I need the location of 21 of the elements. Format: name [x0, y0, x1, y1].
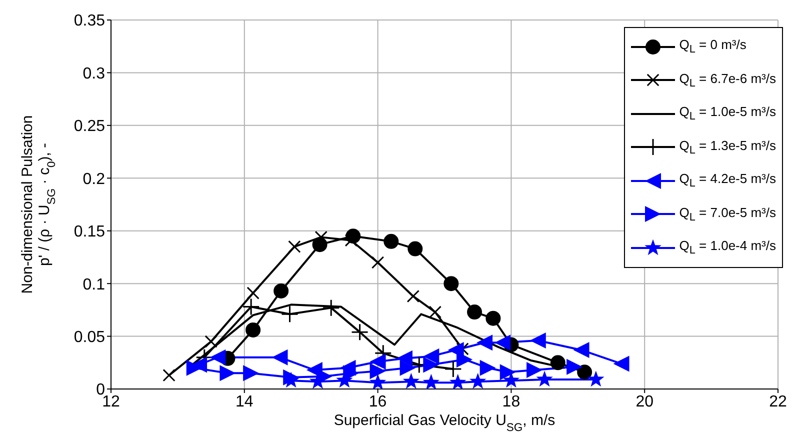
- y-tick-label: 0.3: [82, 65, 106, 82]
- x-tick-label: 18: [502, 393, 520, 410]
- legend-label: Q$_{L}$ = 0 m³/s: [679, 37, 746, 56]
- x-axis-title: Superficial Gas Velocity U$_{SG}$, m/s: [334, 412, 556, 434]
- x-tick-label: 20: [636, 393, 654, 410]
- x-tick-label: 14: [236, 393, 254, 410]
- y-tick-label: 0.2: [82, 170, 106, 188]
- legend-label: Q$_{L}$ = 7.0e-5 m³/s: [679, 204, 776, 224]
- legend-label: Q$_{L}$ = 6.7e-6 m³/s: [679, 70, 776, 90]
- legend-label: Q$_{L}$ = 1.0e-5 m³/s: [679, 104, 776, 124]
- x-tick-label: 22: [769, 393, 787, 410]
- y-tick-label: 0.35: [74, 12, 106, 30]
- x-tick-label: 12: [102, 393, 120, 410]
- legend-label: Q$_{L}$ = 1.0e-4 m³/s: [679, 238, 776, 258]
- legend-label: Q$_{L}$ = 1.3e-5 m³/s: [679, 138, 776, 157]
- y-tick-label: 0.1: [82, 276, 106, 294]
- x-tick-label: 16: [368, 393, 387, 410]
- y-tick-label: 0.25: [74, 118, 106, 136]
- y-tick-label: 0.15: [74, 224, 106, 241]
- legend-label: Q$_{L}$ = 4.2e-5 m³/s: [679, 171, 776, 190]
- y-tick-label: 0.05: [74, 328, 106, 346]
